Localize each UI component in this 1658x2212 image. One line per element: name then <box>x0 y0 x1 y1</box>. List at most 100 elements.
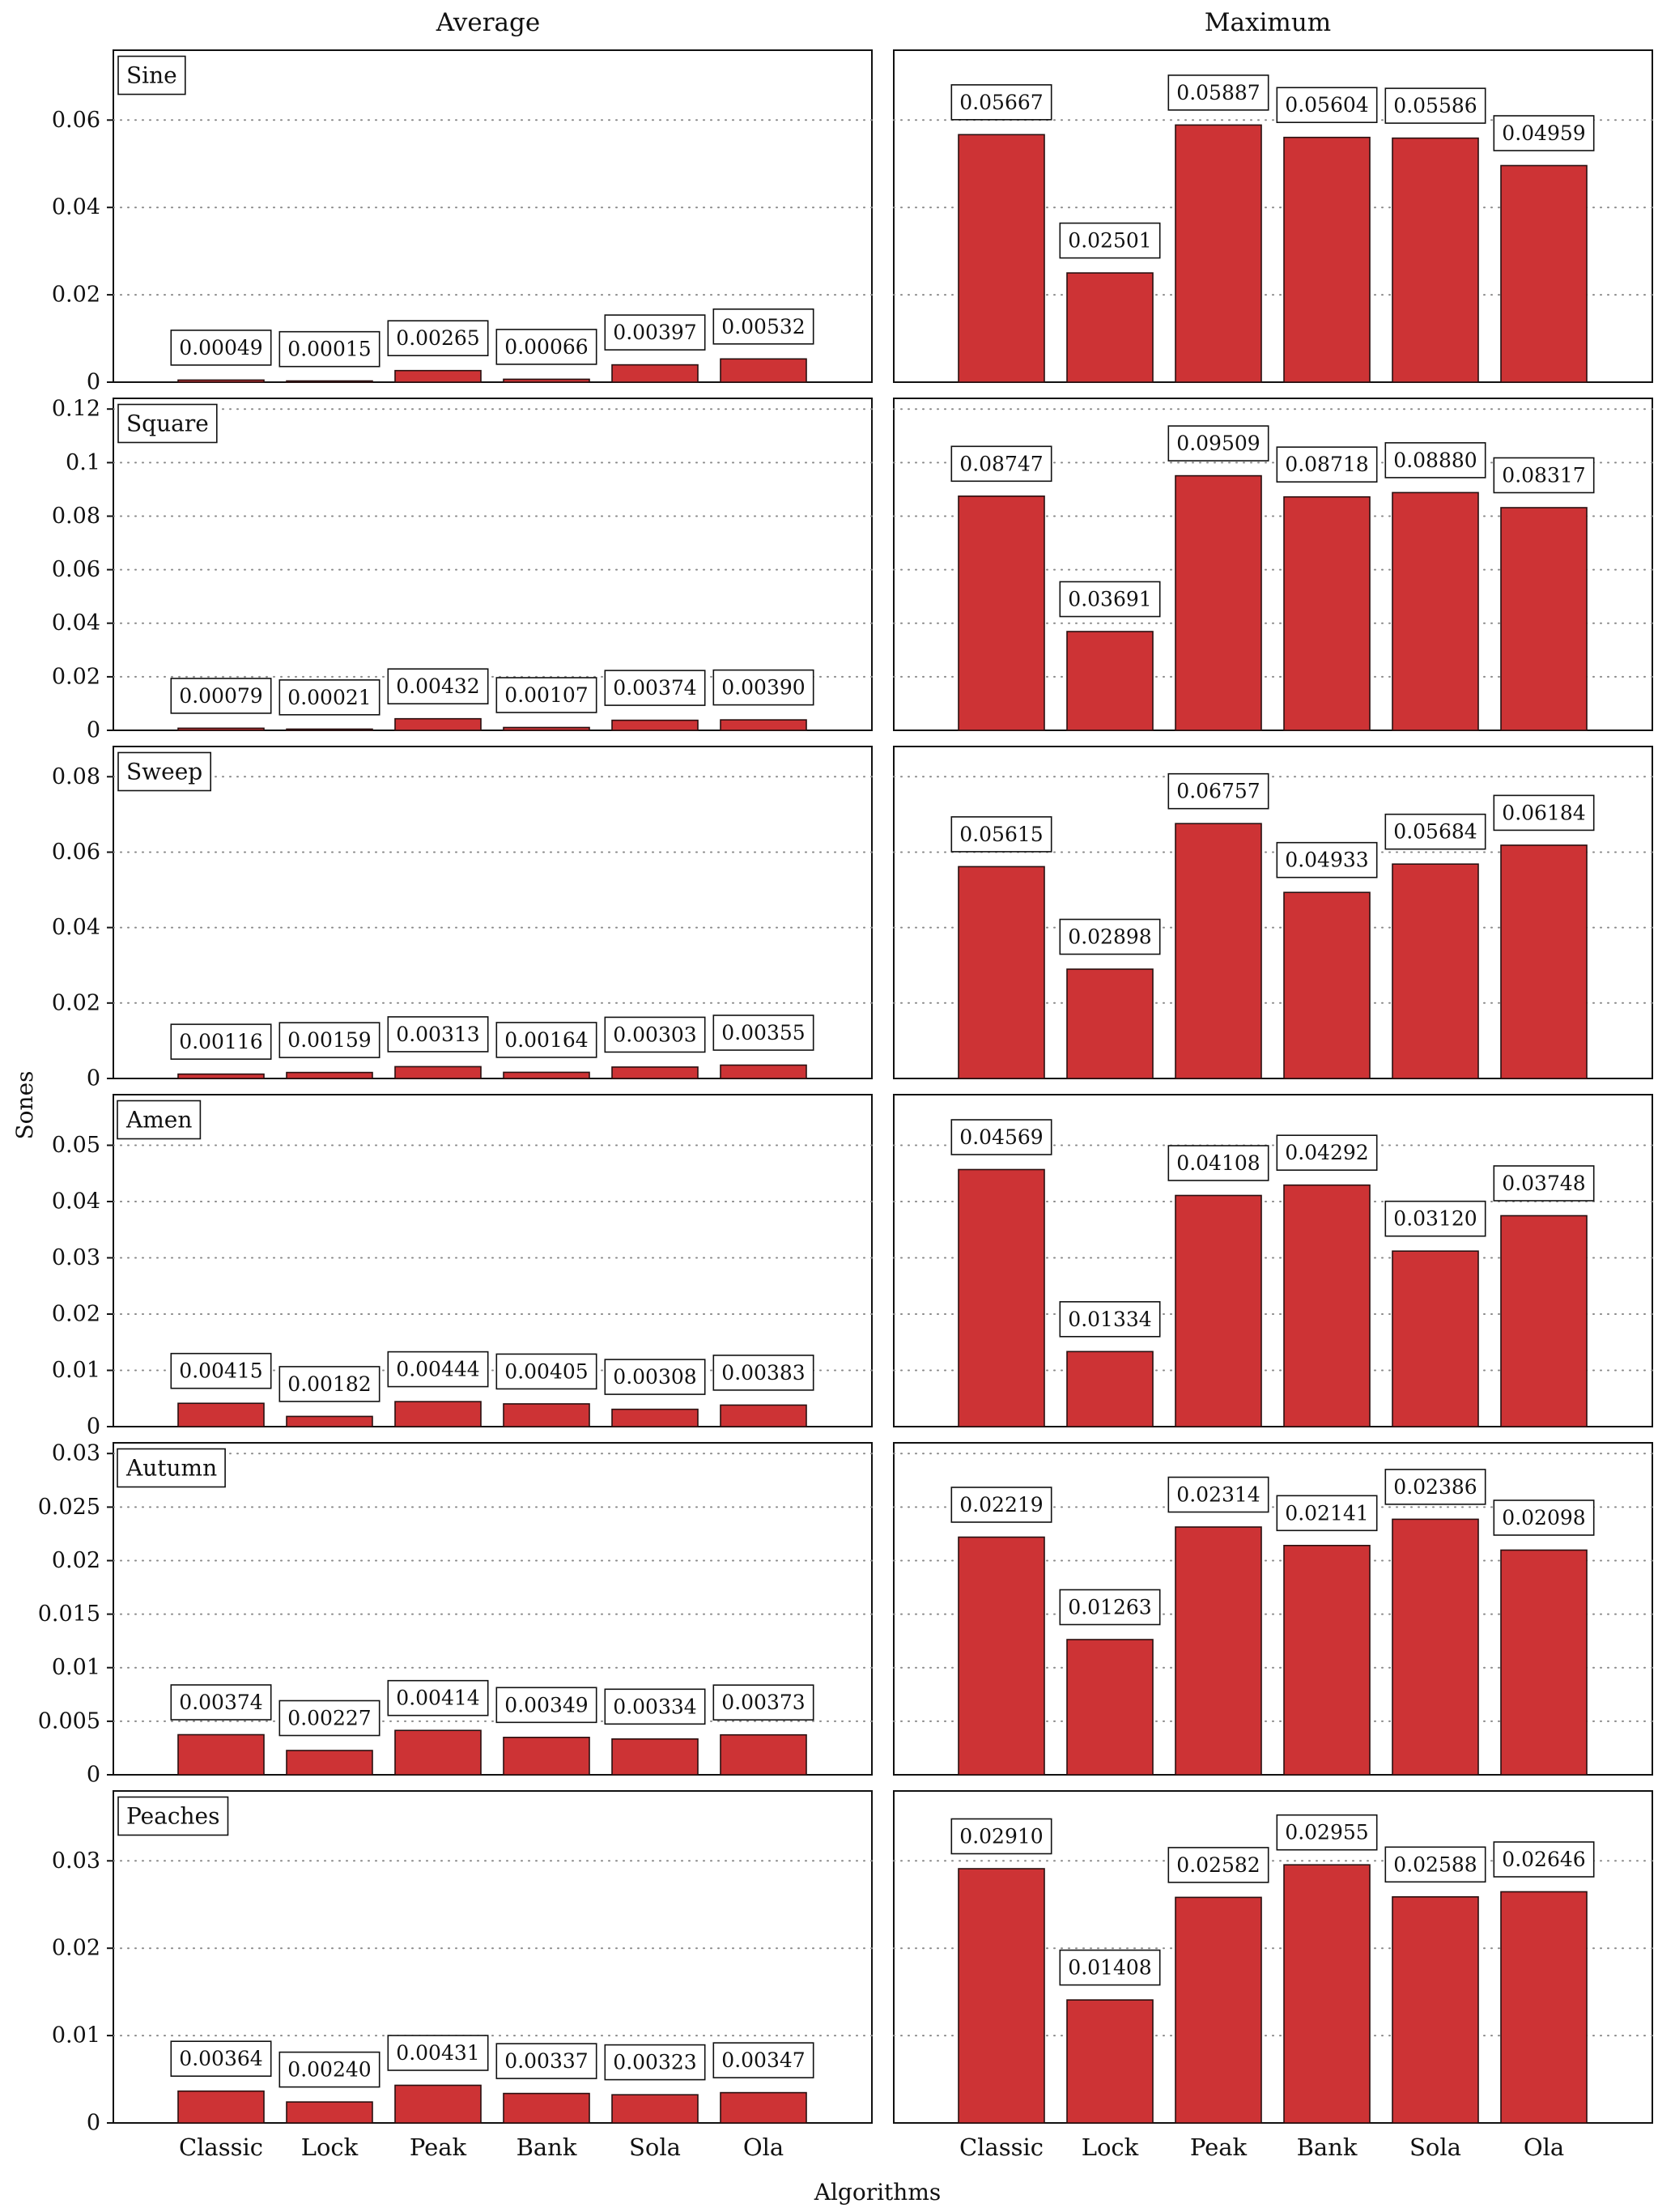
bar-lock <box>286 1415 373 1427</box>
bar-sola <box>1392 1896 1479 2124</box>
data-label-sola-text: 0.08880 <box>1393 449 1477 472</box>
bar-classic <box>177 1402 265 1427</box>
y-tick-label: 0 <box>87 2111 100 2136</box>
y-tick-label: 0.02 <box>52 664 100 689</box>
y-tick-label: 0 <box>87 1066 100 1091</box>
data-label-classic-box <box>170 1352 272 1389</box>
data-label-bank-text: 0.02141 <box>1285 1501 1368 1525</box>
data-label-bank-text: 0.08718 <box>1285 453 1368 476</box>
data-label-sola: 0.02386 <box>1384 1469 1486 1505</box>
bar-sola <box>611 1738 699 1776</box>
data-label-lock-text: 0.01263 <box>1068 1595 1151 1619</box>
data-label-lock-box <box>278 2051 380 2088</box>
data-label-ola-text: 0.03748 <box>1502 1172 1585 1195</box>
data-label-sola-box <box>604 1359 706 1395</box>
data-label-ola-box <box>712 1684 814 1721</box>
panel-autumn-average: 0 0.005 0.01 0.015 0.02 0.025 0.03 0.00374 0.002… <box>38 1441 873 1788</box>
bar-peak <box>1175 124 1262 383</box>
panel-label-box <box>117 55 186 96</box>
y-tick-label: 0.06 <box>52 840 100 865</box>
data-label-bank: 0.00405 <box>495 1353 597 1390</box>
data-label-classic: 0.00374 <box>170 1684 272 1721</box>
data-label-bank-box <box>1276 1814 1378 1851</box>
data-label-lock-box <box>1059 581 1161 618</box>
bar-lock <box>1066 631 1154 731</box>
data-label-lock: 0.00021 <box>278 678 380 716</box>
data-label-peak: 0.06757 <box>1167 772 1269 810</box>
y-tick-label: 0.08 <box>52 764 100 789</box>
data-label-classic: 0.00364 <box>170 2040 272 2077</box>
data-label-peak-text: 0.00414 <box>396 1687 479 1710</box>
data-label-bank: 0.00337 <box>495 2043 597 2079</box>
y-tick-label: 0.015 <box>38 1602 100 1627</box>
panel-peaches-maximum: 0.02910 0.01408 0.02582 0.02955 0.02588 0.026… <box>893 1790 1653 2161</box>
panel-label: Amen <box>117 1100 202 1140</box>
data-label-ola-box <box>712 2042 814 2078</box>
data-label-classic-box <box>170 1684 272 1721</box>
y-tick-label: 0.01 <box>52 1358 100 1383</box>
data-label-peak-box <box>1167 1847 1269 1883</box>
x-tick-label-peak: Peak <box>1190 2133 1248 2161</box>
data-label-ola: 0.02098 <box>1493 1499 1595 1536</box>
data-label-sola-box <box>604 1016 706 1053</box>
data-label-lock: 0.02501 <box>1059 222 1161 259</box>
panel-amen-maximum: 0.04569 0.01334 0.04108 0.04292 0.03120 0.037… <box>893 1094 1653 1427</box>
y-tick-label: 0.025 <box>38 1495 100 1520</box>
y-tick-label: 0 <box>87 718 100 743</box>
data-label-peak: 0.00444 <box>387 1351 489 1388</box>
bar-sola <box>1392 137 1479 383</box>
bar-ola <box>1500 1214 1588 1427</box>
data-label-peak-box <box>387 1351 489 1388</box>
data-label-sola-box <box>604 314 706 351</box>
x-tick-label-ola: Ola <box>743 2133 784 2161</box>
bar-ola <box>720 1733 807 1776</box>
data-label-lock: 0.00015 <box>278 330 380 368</box>
data-label-lock: 0.01408 <box>1059 1949 1161 1986</box>
y-tick-label: 0.01 <box>52 2023 100 2048</box>
x-tick-label-classic: Classic <box>959 2133 1044 2161</box>
data-label-peak-box <box>1167 1145 1269 1181</box>
data-label-bank-box <box>1276 446 1378 483</box>
data-label-ola: 0.02646 <box>1493 1841 1595 1878</box>
panel-autumn-maximum: 0.02219 0.01263 0.02314 0.02141 0.02386 0.020… <box>893 1442 1653 1776</box>
panel-label-text: Sine <box>126 62 177 89</box>
data-label-bank-text: 0.02955 <box>1285 1821 1368 1844</box>
data-label-peak-box <box>1167 425 1269 462</box>
data-label-classic-text: 0.00049 <box>179 336 262 359</box>
x-tick-label-bank: Bank <box>517 2133 577 2161</box>
y-tick-label: 0 <box>87 1763 100 1788</box>
data-label-lock-text: 0.02501 <box>1068 229 1151 253</box>
data-label-bank: 0.02955 <box>1276 1814 1378 1851</box>
bar-bank <box>1283 1864 1371 2124</box>
data-label-peak-box <box>387 2035 489 2071</box>
data-label-bank: 0.08718 <box>1276 446 1378 483</box>
panel-label-box <box>117 1448 226 1488</box>
bar-ola <box>720 1404 807 1427</box>
data-label-classic-box <box>950 445 1052 483</box>
data-label-lock: 0.00240 <box>278 2051 380 2088</box>
data-label-sola: 0.05684 <box>1384 813 1486 850</box>
data-label-peak: 0.05887 <box>1167 74 1269 111</box>
y-tick-label: 0.04 <box>52 195 100 220</box>
bar-peak <box>1175 1194 1262 1427</box>
data-label-sola-text: 0.00303 <box>613 1023 696 1046</box>
data-label-sola: 0.00323 <box>604 2044 706 2081</box>
data-label-ola-text: 0.00355 <box>721 1021 805 1044</box>
data-label-ola-text: 0.00373 <box>721 1691 805 1714</box>
data-label-peak-text: 0.00432 <box>396 674 479 698</box>
data-label-lock-box <box>1059 918 1161 955</box>
data-label-classic-text: 0.04569 <box>959 1125 1043 1149</box>
bar-lock <box>1066 1639 1154 1776</box>
data-label-lock-box <box>1059 1301 1161 1338</box>
data-label-peak: 0.02582 <box>1167 1847 1269 1883</box>
bar-classic <box>958 1536 1045 1776</box>
data-label-ola: 0.00532 <box>712 308 814 345</box>
column-title-maximum: Maximum <box>1205 8 1331 37</box>
panel-frame <box>113 1442 873 1776</box>
data-label-peak-box <box>1167 772 1269 810</box>
data-label-ola-text: 0.04959 <box>1502 121 1585 145</box>
data-label-ola-text: 0.00383 <box>721 1361 805 1385</box>
y-tick-label: 0.04 <box>52 610 100 636</box>
data-label-classic: 0.05615 <box>950 816 1052 853</box>
bar-classic <box>958 1168 1045 1427</box>
